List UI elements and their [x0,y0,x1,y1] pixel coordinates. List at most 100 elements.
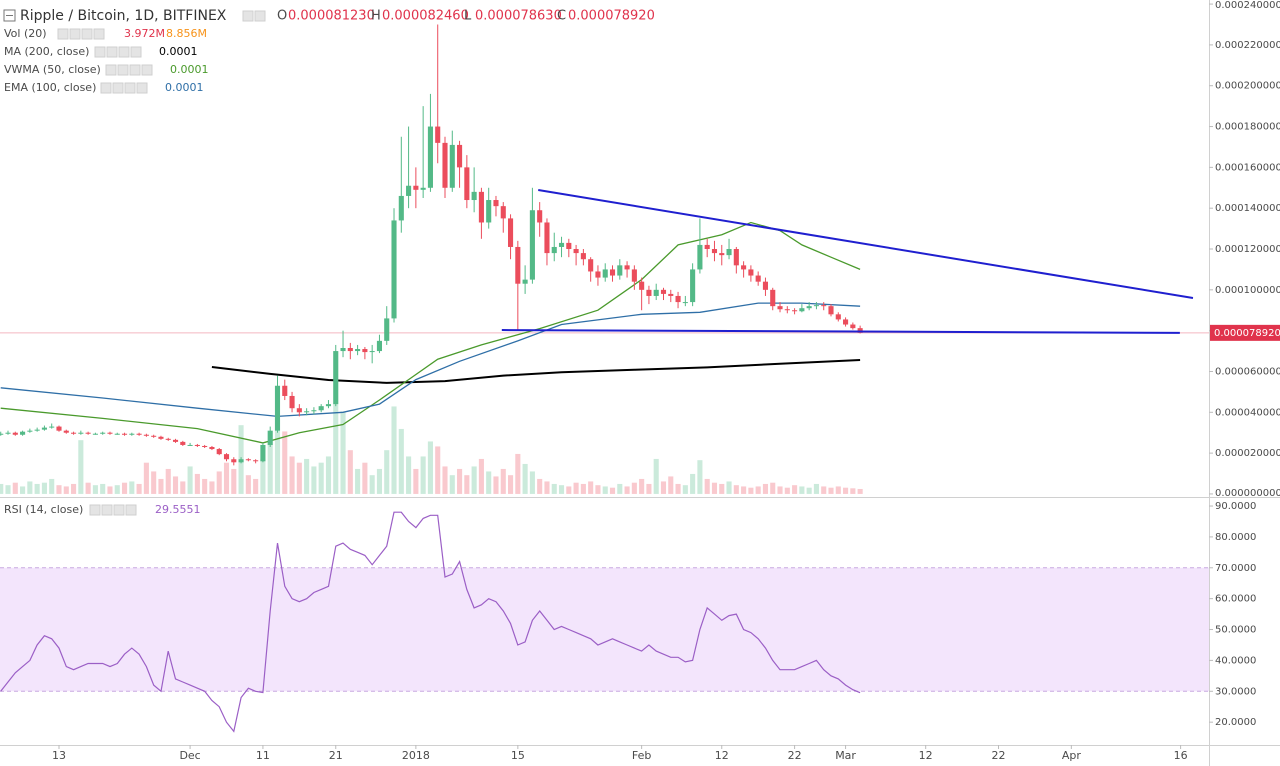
volume-bar [682,485,688,494]
icon-button[interactable] [141,64,153,76]
icon-button[interactable] [57,28,69,40]
volume-bar [92,485,98,494]
icon-button[interactable] [136,82,148,94]
icon-button[interactable] [93,28,105,40]
volume-bar [435,446,441,494]
candle-body [537,210,543,223]
icon-button[interactable] [112,82,124,94]
icon-button[interactable] [105,64,117,76]
icon-button[interactable] [106,46,118,58]
candle-body [420,187,426,190]
volume-bar [733,485,739,494]
x-tick-label: 22 [992,749,1006,762]
indicator-legend-value: 0.0001 [165,81,204,94]
volume-bar [71,483,77,494]
candle-body [304,411,310,413]
icon-button[interactable] [100,82,112,94]
candle-body [289,395,295,409]
candle-body [376,340,383,352]
icon-button[interactable] [125,504,137,516]
icon-button[interactable] [113,504,125,516]
candle-body [675,295,681,303]
candle-body [435,126,441,143]
indicator-line [0,302,861,418]
volume-bar [522,463,528,494]
candle-body [63,430,69,433]
volume-bar [741,486,747,494]
candle-body [92,433,98,435]
volume-bar [660,481,667,494]
candle-body [551,246,557,254]
candle-body [78,432,84,434]
icon-button[interactable] [117,64,129,76]
volume-bar [850,488,856,494]
icon-button[interactable] [101,504,113,516]
candle-body [631,269,637,282]
candle-body [71,432,77,434]
trendline [501,329,1180,334]
icon-button[interactable] [89,504,101,516]
candle-body [369,351,375,353]
volume-bar [114,485,120,494]
icon-button[interactable] [69,28,81,40]
volume-bar [442,466,448,494]
volume-bar [500,468,506,494]
x-tick-label: 22 [788,749,802,762]
icon-button[interactable] [242,10,254,22]
candle-body [806,306,812,309]
volume-bar [136,483,142,494]
volume-bar [274,418,281,494]
candle-body [12,432,18,435]
candle-body [813,305,819,307]
volume-bar [704,478,710,494]
volume-bar [566,486,572,494]
candle-body [821,305,827,307]
candle-body [165,438,171,440]
candle-body [282,385,288,396]
price-pane [0,24,1209,494]
candle-body [449,144,455,188]
candle-body [151,435,157,437]
candle-body [121,433,128,435]
candle-body [202,445,208,447]
candle-body [588,259,594,272]
menu-icon[interactable] [3,9,16,22]
x-tick-label: 16 [1174,749,1188,762]
candle-body [267,430,273,445]
indicator-legend-name: EMA (100, close) [4,81,96,94]
y-tick-label: 0.000120000 [1215,244,1280,255]
volume-bar [457,468,463,494]
icon-button[interactable] [81,28,93,40]
y-tick-label: 30.0000 [1215,686,1256,697]
candle-body [617,265,623,276]
candle-body [609,269,616,276]
volume-bar [369,475,375,494]
candle-body [558,242,565,247]
candle-body [100,432,106,434]
candle-body [260,444,266,462]
y-tick-label: 0.000060000 [1215,366,1280,377]
icon-button[interactable] [124,82,136,94]
icon-button[interactable] [118,46,130,58]
volume-bar [318,462,324,494]
candle-body [486,200,492,223]
ohlc-legend-label: O [277,9,287,24]
icon-button[interactable] [129,64,141,76]
icon-button[interactable] [130,46,142,58]
volume-bar [27,481,33,494]
volume-bar [121,482,128,494]
volume-bar [180,481,186,494]
volume-bar [573,482,579,494]
icon-button[interactable] [254,10,266,22]
volume-bar [304,458,310,494]
volume-bar [20,486,26,494]
volume-bar [245,475,251,494]
icon-button[interactable] [94,46,106,58]
y-tick-label: 60.0000 [1215,594,1256,605]
volume-bar [325,456,332,494]
volume-bar [12,482,18,494]
volume-bar [821,486,827,494]
volume-bar [187,466,193,494]
volume-bar [639,478,645,494]
candle-body [20,431,26,435]
